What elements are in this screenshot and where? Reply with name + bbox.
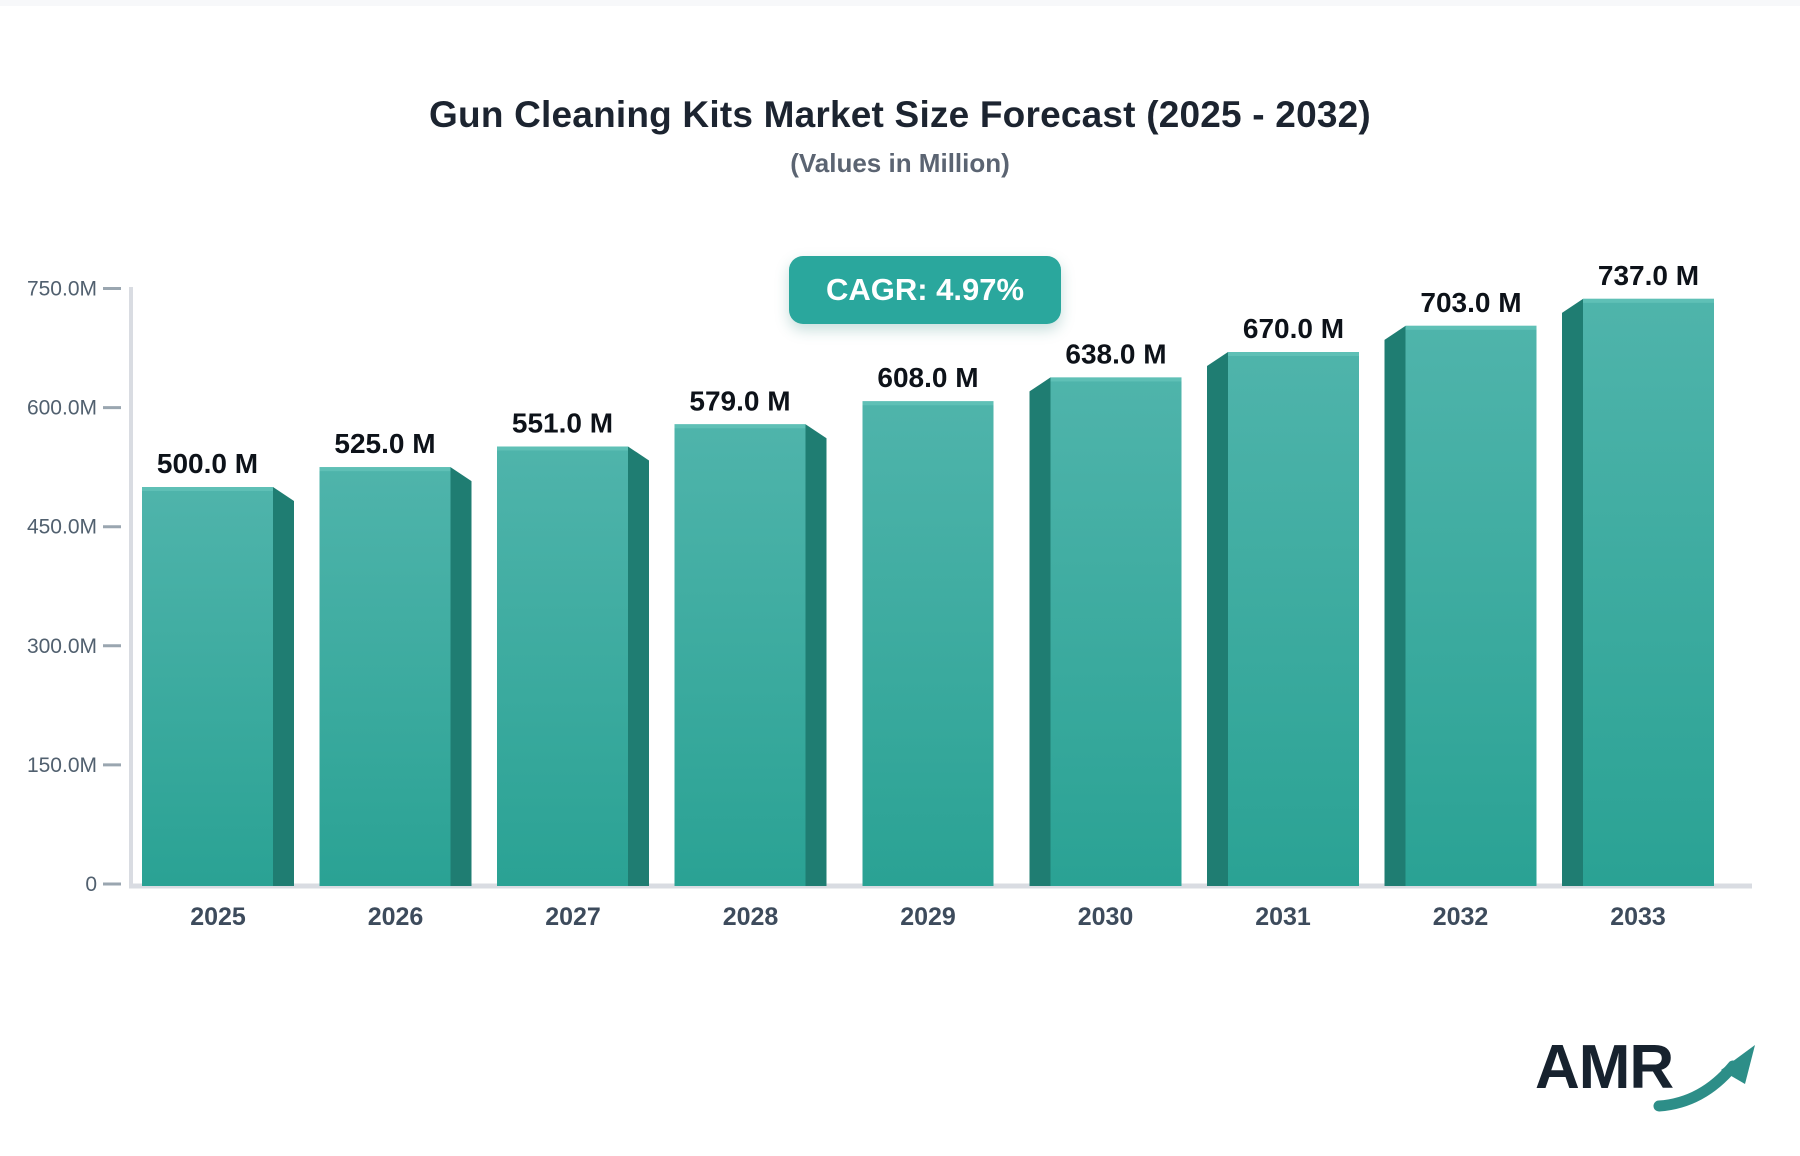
bar-group-2030: 638.0 M 2030 xyxy=(1029,338,1182,931)
y-tick-label: 300.0M xyxy=(27,635,97,658)
bar-side-face xyxy=(1562,298,1583,886)
y-tick-label: 150.0M xyxy=(27,754,97,777)
bar-side-face xyxy=(450,467,472,886)
bar-2027[interactable] xyxy=(497,446,628,886)
bar-top-edge xyxy=(862,401,994,406)
bar-side-face xyxy=(628,446,649,886)
bar-value-label: 551.0 M xyxy=(512,408,613,439)
bar-top-edge xyxy=(674,424,806,429)
bar-value-label: 579.0 M xyxy=(689,385,790,416)
x-tick-label: 2029 xyxy=(900,903,956,931)
bar-group-2026: 525.0 M 2026 xyxy=(319,428,472,931)
x-tick-label: 2026 xyxy=(368,903,424,931)
x-tick-label: 2030 xyxy=(1078,903,1134,931)
amr-logo[interactable]: AMR xyxy=(1535,1032,1765,1117)
bar-2032[interactable] xyxy=(1405,325,1537,886)
growth-arrow-icon xyxy=(1653,1045,1755,1112)
bar-group-2027: 551.0 M 2027 xyxy=(497,408,649,931)
y-tick-label: 0 xyxy=(85,873,97,896)
bar-2030[interactable] xyxy=(1050,377,1182,886)
x-tick-label: 2028 xyxy=(723,903,779,931)
bar-side-face xyxy=(805,424,827,886)
x-tick-label: 2033 xyxy=(1610,903,1666,931)
bar-group-2031: 670.0 M 2031 xyxy=(1207,313,1359,931)
cagr-badge: CAGR: 4.97% xyxy=(789,256,1061,324)
bar-group-2025: 500.0 M 2025 xyxy=(142,448,294,931)
bar-side-face xyxy=(1029,377,1051,886)
bar-value-label: 737.0 M xyxy=(1598,260,1699,291)
chart-title: Gun Cleaning Kits Market Size Forecast (… xyxy=(429,94,1371,135)
bar-value-label: 703.0 M xyxy=(1420,287,1521,318)
top-strip xyxy=(0,0,1800,6)
chart-subtitle: (Values in Million) xyxy=(790,148,1010,178)
y-tick-label: 750.0M xyxy=(27,278,97,301)
bar-top-edge xyxy=(1050,377,1182,382)
x-tick-label: 2031 xyxy=(1255,903,1311,931)
bar-value-label: 525.0 M xyxy=(334,428,435,459)
bar-top-edge xyxy=(1228,352,1359,357)
y-tick-label: 450.0M xyxy=(27,516,97,539)
bar-group-2033: 737.0 M 2033 xyxy=(1562,260,1714,931)
bar-top-edge xyxy=(1583,298,1714,303)
bar-2029[interactable] xyxy=(862,401,994,886)
bar-top-edge xyxy=(497,446,628,451)
bar-2031[interactable] xyxy=(1228,352,1359,886)
bar-group-2032: 703.0 M 2032 xyxy=(1384,287,1537,931)
bar-2028[interactable] xyxy=(674,424,806,886)
x-tick-label: 2025 xyxy=(190,903,246,931)
bar-value-label: 500.0 M xyxy=(157,448,258,479)
bar-side-face xyxy=(273,487,294,886)
bar-value-label: 670.0 M xyxy=(1243,313,1344,344)
bar-top-edge xyxy=(319,467,451,472)
bar-value-label: 638.0 M xyxy=(1065,338,1166,369)
bar-top-edge xyxy=(142,487,273,491)
bar-top-edge xyxy=(1405,325,1537,330)
bar-value-label: 608.0 M xyxy=(877,362,978,393)
y-tick-label: 600.0M xyxy=(27,397,97,420)
bar-2026[interactable] xyxy=(319,467,451,886)
bar-group-2029: 608.0 M 2029 xyxy=(862,362,994,931)
x-tick-label: 2027 xyxy=(545,903,601,931)
bar-side-face xyxy=(1207,352,1228,886)
bar-2033[interactable] xyxy=(1583,298,1714,886)
x-tick-label: 2032 xyxy=(1433,903,1489,931)
amr-logo-text: AMR xyxy=(1535,1033,1674,1102)
bar-2025[interactable] xyxy=(142,487,273,886)
bar-side-face xyxy=(1384,325,1406,886)
bar-group-2028: 579.0 M 2028 xyxy=(674,385,827,931)
